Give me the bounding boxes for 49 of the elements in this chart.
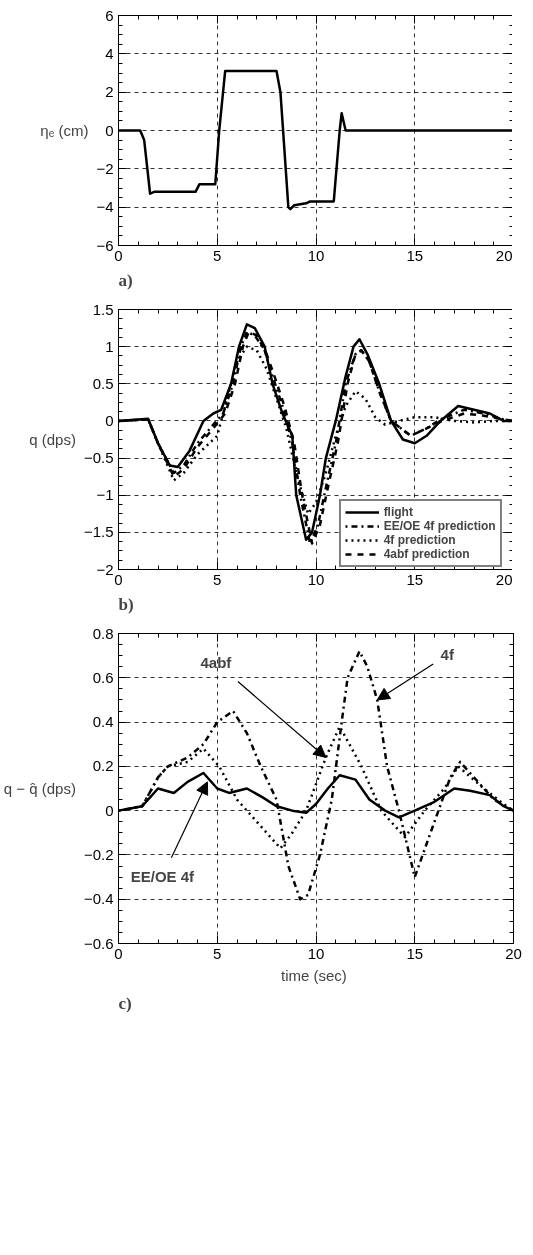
x-tick-label: 15 xyxy=(406,944,424,962)
legend-label: 4abf prediction xyxy=(383,547,470,561)
y-tick-label: 0.8 xyxy=(92,624,114,642)
x-tick-label: 5 xyxy=(213,944,222,962)
legend-label: flight xyxy=(383,505,413,519)
x-axis-title: time (sec) xyxy=(281,966,347,984)
y-axis-title: q (dps) xyxy=(29,431,76,448)
y-tick-label: 0.4 xyxy=(92,713,114,731)
legend-label: 4f prediction xyxy=(383,533,456,547)
y-tick-label: 0.5 xyxy=(92,374,114,392)
y-tick-label: −0.4 xyxy=(83,890,114,908)
x-tick-label: 20 xyxy=(505,944,522,962)
x-tick-label: 5 xyxy=(213,570,222,588)
y-tick-label: −0.2 xyxy=(83,845,114,863)
y-tick-label: 4 xyxy=(105,44,114,62)
x-tick-label: 10 xyxy=(307,570,325,588)
y-tick-label: 0 xyxy=(105,801,114,819)
text: b) xyxy=(118,594,134,614)
y-tick-label: 0.2 xyxy=(92,757,114,775)
y-tick-label: −1.5 xyxy=(83,523,114,541)
y-tick-label: −2 xyxy=(96,159,114,177)
x-tick-label: 15 xyxy=(406,246,424,264)
y-axis-title: ηₑ (cm) xyxy=(40,122,89,139)
y-tick-label: 6 xyxy=(105,6,114,24)
y-axis-title: q − q̂ (dps) xyxy=(3,780,76,797)
y-tick-label: −0.6 xyxy=(83,934,114,952)
y-tick-label: 0 xyxy=(105,411,114,429)
y-tick-label: −2 xyxy=(96,560,114,578)
y-tick-label: 0 xyxy=(105,121,114,139)
y-tick-label: −4 xyxy=(96,198,114,216)
x-tick-label: 20 xyxy=(495,246,513,264)
y-tick-label: 2 xyxy=(105,83,114,101)
x-tick-label: 5 xyxy=(213,246,222,264)
y-tick-label: −0.5 xyxy=(83,449,114,467)
annotation: EE/OE 4f xyxy=(130,868,196,886)
text: c) xyxy=(118,993,132,1013)
x-tick-label: 10 xyxy=(307,944,325,962)
y-tick-label: −6 xyxy=(96,236,114,254)
legend-label: EE/OE 4f prediction xyxy=(383,519,496,533)
annotation: 4f xyxy=(440,646,455,664)
y-tick-label: −1 xyxy=(96,486,114,504)
x-tick-label: 10 xyxy=(307,246,325,264)
x-tick-label: 20 xyxy=(495,570,513,588)
x-tick-label: 15 xyxy=(406,570,424,588)
annotation: 4abf xyxy=(200,654,233,671)
y-tick-label: 1 xyxy=(105,337,114,355)
text: a) xyxy=(118,270,133,290)
y-tick-label: 1.5 xyxy=(92,300,114,318)
y-tick-label: 0.6 xyxy=(92,668,114,686)
